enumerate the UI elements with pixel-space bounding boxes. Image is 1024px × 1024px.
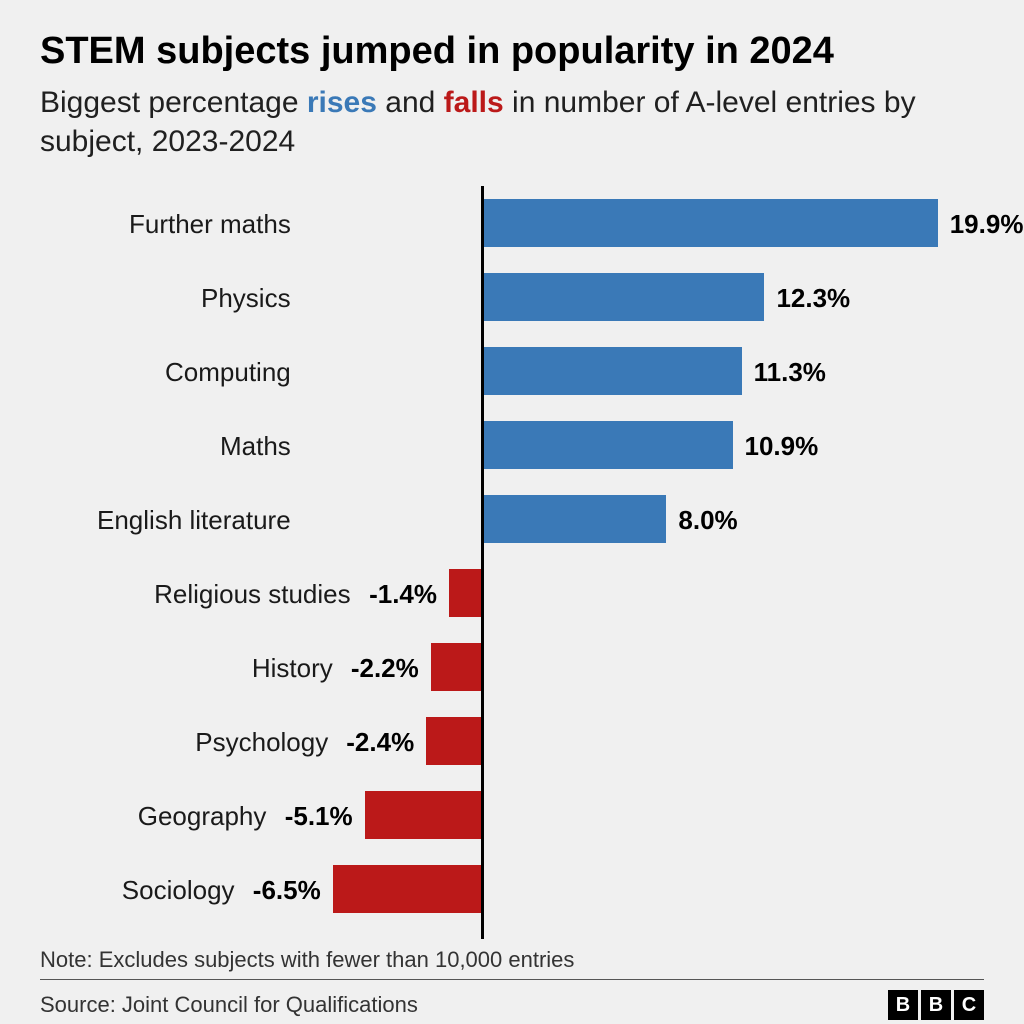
chart-note: Note: Excludes subjects with fewer than …: [40, 947, 984, 973]
bbc-logo-box: C: [954, 990, 984, 1020]
footer: Source: Joint Council for Qualifications…: [40, 990, 984, 1020]
bar: [449, 569, 481, 617]
bar-row: Maths 10.9%: [40, 413, 984, 487]
category-label: Computing: [165, 357, 291, 388]
bar: [431, 643, 481, 691]
falls-word: falls: [444, 86, 504, 119]
value-label: 11.3%: [754, 357, 826, 388]
category-label: Geography: [138, 801, 267, 832]
subtitle-pre: Biggest percentage: [40, 86, 307, 119]
chart-subtitle: Biggest percentage rises and falls in nu…: [40, 83, 984, 161]
bar-row: Computing 11.3%: [40, 339, 984, 413]
source-text: Source: Joint Council for Qualifications: [40, 992, 418, 1018]
bar-row: Psychology -2.4%: [40, 709, 984, 783]
category-label: Religious studies: [154, 579, 351, 610]
bbc-logo-box: B: [921, 990, 951, 1020]
bar: [484, 273, 764, 321]
value-label: -6.5%: [253, 875, 321, 906]
value-label: -1.4%: [369, 579, 437, 610]
bar: [484, 347, 742, 395]
value-label: -2.2%: [351, 653, 419, 684]
subtitle-mid: and: [377, 86, 444, 119]
bbc-logo: BBC: [888, 990, 984, 1020]
bar: [365, 791, 481, 839]
bar: [484, 421, 733, 469]
category-label: Physics: [201, 283, 291, 314]
diverging-bar-chart: Further maths19.9% Physics 12.3% Computing 1…: [40, 191, 984, 931]
bar-row: Religious studies -1.4%: [40, 561, 984, 635]
bar: [333, 865, 481, 913]
bar-row: Sociology -6.5%: [40, 857, 984, 931]
value-label: 8.0%: [678, 505, 737, 536]
bbc-logo-box: B: [888, 990, 918, 1020]
category-label: Sociology: [122, 875, 235, 906]
bar-row: Geography -5.1%: [40, 783, 984, 857]
category-label: English literature: [97, 505, 291, 536]
rises-word: rises: [307, 86, 377, 119]
chart-title: STEM subjects jumped in popularity in 20…: [40, 30, 984, 73]
bar-row: English literature 8.0%: [40, 487, 984, 561]
value-label: -2.4%: [346, 727, 414, 758]
value-label: 19.9%: [950, 209, 1024, 240]
bar: [426, 717, 481, 765]
bar-row: Physics 12.3%: [40, 265, 984, 339]
value-label: 12.3%: [776, 283, 850, 314]
category-label: Maths: [220, 431, 291, 462]
value-label: 10.9%: [745, 431, 819, 462]
value-label: -5.1%: [285, 801, 353, 832]
bar-row: History -2.2%: [40, 635, 984, 709]
bar: [484, 199, 938, 247]
bar: [484, 495, 666, 543]
category-label: Psychology: [195, 727, 328, 758]
category-label: History: [252, 653, 333, 684]
bar-row: Further maths19.9%: [40, 191, 984, 265]
category-label: Further maths: [129, 209, 291, 240]
divider: [40, 979, 984, 980]
